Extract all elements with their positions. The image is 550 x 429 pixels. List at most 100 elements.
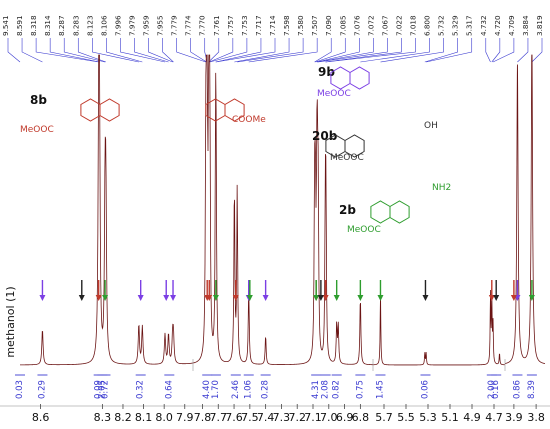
peak-label-leader — [315, 38, 346, 63]
x-tick-label: 7.6 — [225, 411, 243, 424]
integral-value: 2.08 — [321, 380, 331, 399]
peak-label: 8.123 — [85, 15, 94, 36]
peak-label-leader — [317, 38, 374, 63]
peak-label: 4.720 — [493, 15, 502, 36]
x-tick-label: 7.0 — [320, 411, 338, 424]
integral-value: 1.70 — [211, 380, 221, 399]
peak-label: 7.076 — [352, 15, 361, 36]
compound-group-label: MeOOC — [20, 125, 54, 135]
compound-group-label: MeOOC — [330, 153, 364, 163]
compound-group-label: NH2 — [432, 183, 451, 193]
x-tick-label: 5.3 — [419, 411, 437, 424]
x-tick-label: 6.9 — [336, 411, 354, 424]
peak-arrow-head — [322, 295, 329, 301]
peak-label: 5.329 — [451, 15, 460, 36]
peak-label-leader — [380, 38, 444, 63]
peak-label-leader — [209, 38, 248, 63]
peak-label-leader — [237, 38, 304, 63]
spectrum-trace — [20, 54, 194, 366]
peak-arrow-head — [317, 295, 324, 301]
peak-label: 7.955 — [156, 15, 165, 36]
peak-label: 7.072 — [366, 15, 375, 36]
x-tick-label: 8.0 — [155, 411, 173, 424]
integral-value: 0.16 — [491, 380, 501, 399]
integral-value: 2.00 — [487, 380, 497, 399]
peak-arrow-head — [377, 295, 384, 301]
compound-2b-ring-a — [370, 200, 391, 224]
peak-label-group: 9.541 8.591 8.318 8.314 8.287 8.283 8.123 8.106… — [1, 15, 544, 63]
x-tick-label: 7.8 — [194, 411, 212, 424]
peak-arrow-head — [262, 295, 269, 301]
peak-label: 3.819 — [535, 15, 544, 36]
x-tick-label: 7.9 — [176, 411, 194, 424]
x-tick-label: 5.5 — [397, 411, 415, 424]
peak-arrow-head — [493, 295, 500, 301]
peak-arrow-head — [137, 295, 144, 301]
peak-label: 7.959 — [142, 15, 151, 36]
peak-label-leader — [190, 38, 207, 63]
x-tick-label: 4.7 — [485, 411, 503, 424]
integral-value: 0.32 — [136, 380, 146, 399]
peak-arrow-head — [206, 295, 213, 301]
peak-label-leader — [21, 38, 43, 63]
peak-arrow-head — [422, 295, 429, 301]
peak-label-leader — [120, 38, 166, 63]
peak-label-leader — [106, 38, 143, 63]
peak-label-leader — [318, 38, 388, 63]
peak-arrow-head — [313, 295, 320, 301]
peak-label-leader — [77, 38, 106, 63]
peak-label: 7.018 — [409, 15, 418, 36]
integral-value: 0.86 — [512, 380, 522, 399]
peak-label: 5.317 — [465, 15, 474, 36]
peak-label-leader — [35, 38, 99, 63]
peak-arrow-head — [232, 295, 239, 301]
peak-label-leader — [531, 38, 543, 63]
peak-label-leader — [134, 38, 169, 63]
peak-label: 7.761 — [212, 15, 221, 36]
peak-label: 6.800 — [423, 15, 432, 36]
peak-label-leader — [517, 38, 529, 63]
peak-label-leader — [148, 38, 173, 63]
peak-arrow-head — [357, 295, 364, 301]
peak-label-leader — [248, 38, 318, 63]
integral-value: 4.31 — [311, 380, 321, 399]
peak-label: 8.283 — [71, 15, 80, 36]
compound-group-label: OH — [424, 121, 438, 131]
x-tick-label: 3.9 — [505, 411, 523, 424]
peak-arrow-head — [163, 295, 170, 301]
compound-8b-ring-b — [99, 98, 120, 122]
peak-label: 8.287 — [57, 15, 66, 36]
integral-value: 0.06 — [420, 380, 430, 399]
x-tick-label: 7.4 — [257, 411, 275, 424]
x-tick-label: 5.1 — [441, 411, 459, 424]
peak-label-leader — [208, 38, 220, 63]
peak-label-leader — [325, 38, 416, 63]
peak-label: 7.598 — [282, 15, 291, 36]
arrow-group — [39, 280, 535, 301]
spectrum-trace — [192, 54, 374, 366]
integral-group: 0.03 0.29 0.092.050.72 0.32 0.64 4.401.70 2.46… — [15, 374, 537, 399]
peak-label: 7.507 — [310, 15, 319, 36]
peak-label: 7.090 — [324, 15, 333, 36]
peak-label-leader — [316, 38, 360, 63]
peak-label: 8.318 — [29, 15, 38, 36]
compound-group-label: COOMe — [232, 115, 266, 125]
integral-value: 0.09 — [94, 380, 104, 399]
compound-group-label: MeOOC — [347, 225, 381, 235]
peak-arrow-head — [102, 295, 109, 301]
peak-label-leader — [216, 38, 276, 63]
peak-label: 5.732 — [437, 15, 446, 36]
peak-label: 7.022 — [394, 15, 403, 36]
compound-2b-ring-b — [389, 200, 410, 224]
peak-label: 7.757 — [226, 15, 235, 36]
peak-label-leader — [491, 38, 501, 63]
peak-label-leader — [325, 38, 402, 63]
peak-arrow-head — [39, 295, 46, 301]
x-tick-label: 8.2 — [114, 411, 132, 424]
peak-arrow-head — [212, 295, 219, 301]
peak-label: 3.884 — [521, 15, 530, 36]
compound-9b-ring-b — [349, 66, 370, 90]
